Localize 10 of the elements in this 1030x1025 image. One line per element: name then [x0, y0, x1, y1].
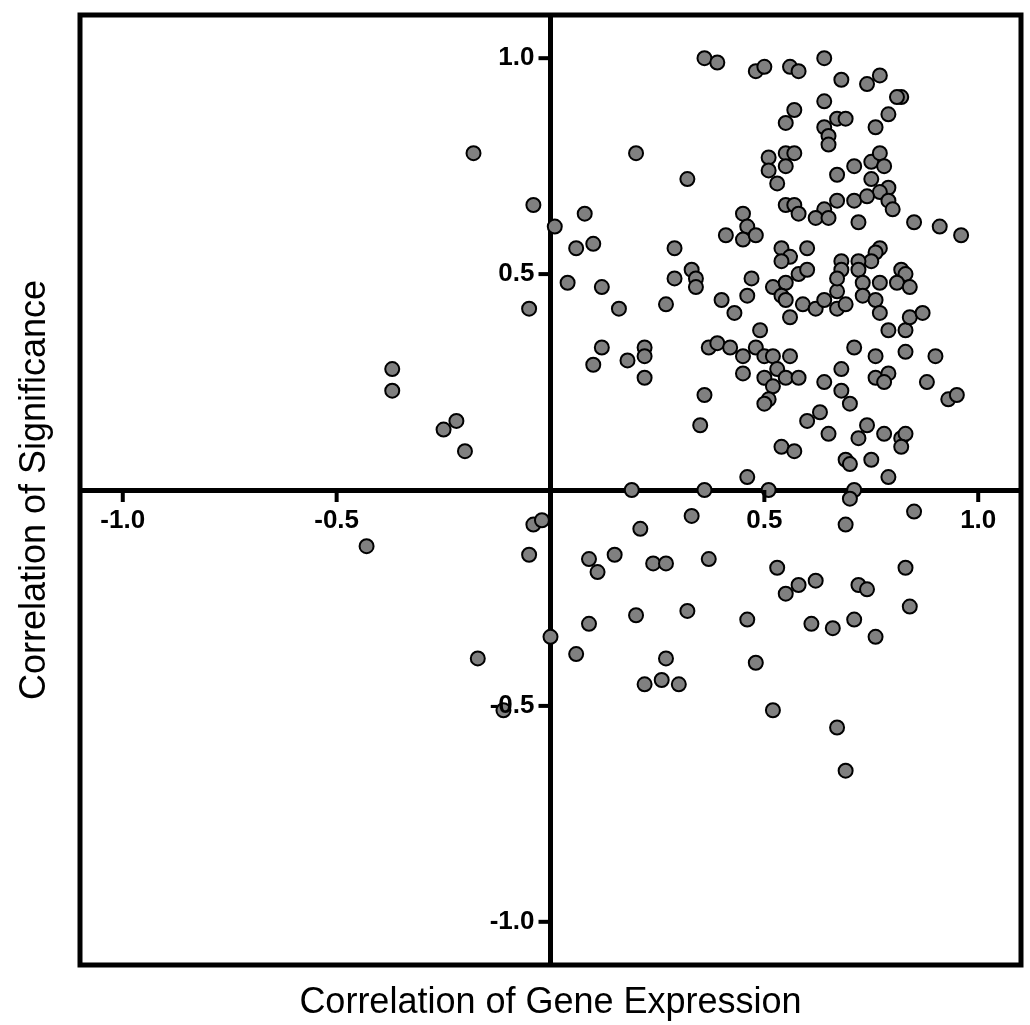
- y-tick-label: -1.0: [489, 904, 535, 935]
- x-tick-label: -1.0: [100, 504, 146, 535]
- x-tick-label: 0.5: [746, 504, 783, 535]
- x-axis-title: Correlation of Gene Expression: [299, 979, 802, 1021]
- x-tick-label: -0.5: [314, 504, 360, 535]
- x-tick-label: 1.0: [960, 504, 997, 535]
- y-axis-title: Correlation of Significance: [11, 279, 53, 701]
- y-tick-label: 1.0: [498, 41, 535, 72]
- y-tick-label: 0.5: [498, 257, 535, 288]
- y-tick-label: -0.5: [489, 689, 535, 720]
